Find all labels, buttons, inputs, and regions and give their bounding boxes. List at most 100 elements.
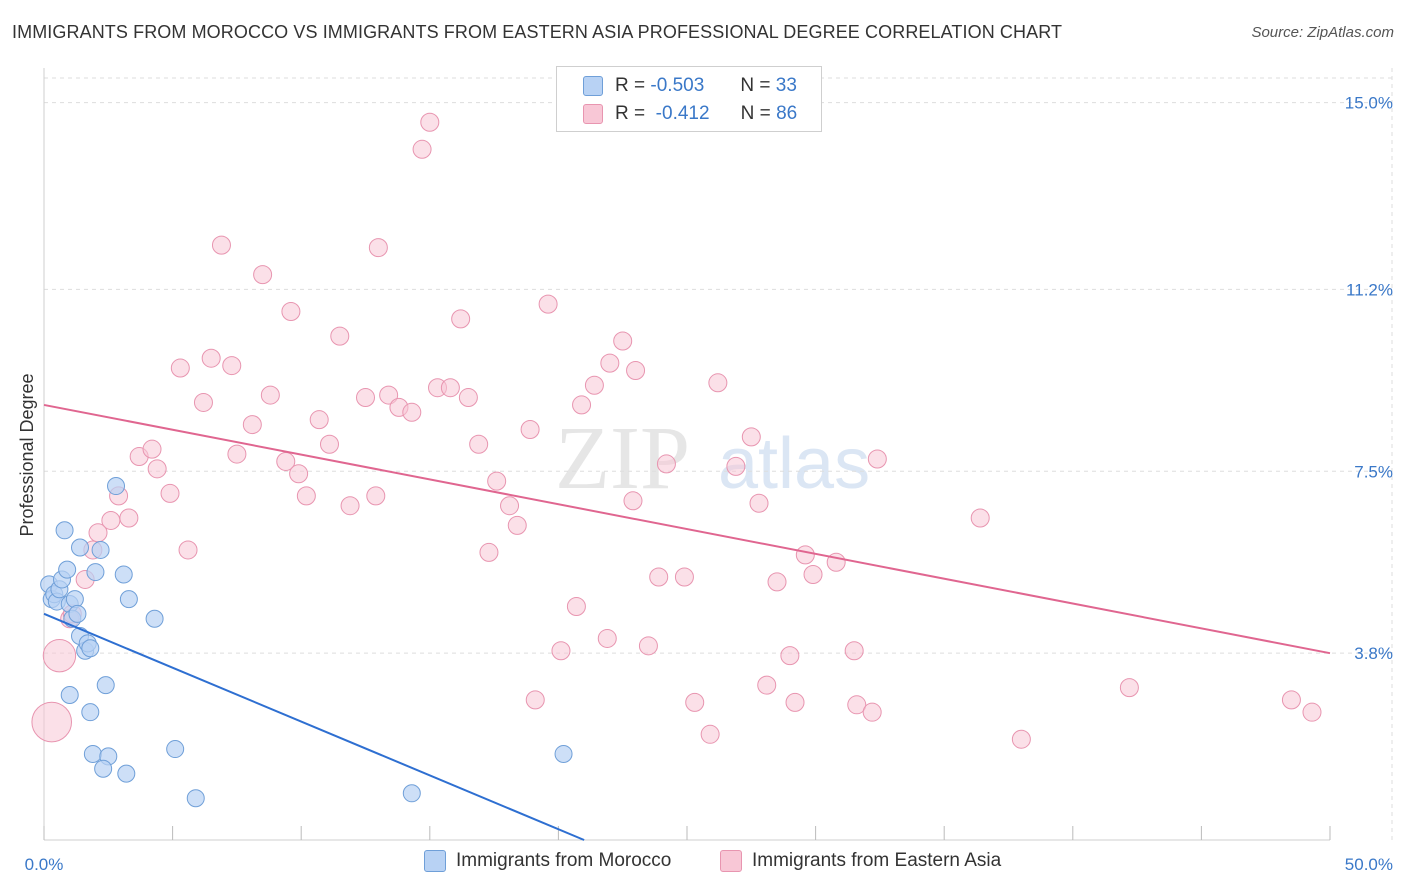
- legend-swatch-eastern-asia: [583, 104, 603, 124]
- point-eastern-asia: [340, 496, 360, 516]
- point-eastern-asia: [142, 439, 162, 459]
- bottom-legend-eastern-asia: Immigrants from Eastern Asia: [720, 850, 1001, 872]
- point-eastern-asia: [170, 358, 190, 378]
- point-eastern-asia: [260, 385, 280, 405]
- point-eastern-asia: [242, 415, 262, 435]
- point-eastern-asia: [330, 326, 350, 346]
- point-eastern-asia: [319, 434, 339, 454]
- point-eastern-asia: [211, 235, 231, 255]
- point-eastern-asia: [726, 456, 746, 476]
- point-eastern-asia: [741, 427, 761, 447]
- bottom-legend-morocco: Immigrants from Morocco: [424, 850, 671, 872]
- point-morocco: [71, 538, 90, 557]
- point-morocco: [402, 784, 421, 803]
- point-eastern-asia: [201, 348, 221, 368]
- point-eastern-asia: [281, 302, 301, 322]
- point-eastern-asia: [469, 434, 489, 454]
- point-eastern-asia: [31, 701, 73, 743]
- point-eastern-asia: [402, 402, 422, 422]
- point-morocco: [55, 521, 74, 540]
- chart-title: IMMIGRANTS FROM MOROCCO VS IMMIGRANTS FR…: [12, 22, 1063, 42]
- point-eastern-asia: [584, 375, 604, 395]
- point-morocco: [81, 639, 100, 658]
- point-morocco: [58, 560, 77, 579]
- point-eastern-asia: [572, 395, 592, 415]
- point-eastern-asia: [551, 641, 571, 661]
- point-eastern-asia: [626, 361, 646, 381]
- y-tick-label: 15.0%: [1345, 94, 1393, 113]
- point-eastern-asia: [507, 515, 527, 535]
- point-eastern-asia: [623, 491, 643, 511]
- legend-r-label: R =: [615, 103, 646, 124]
- point-eastern-asia: [147, 459, 167, 479]
- legend: R = -0.503 N = 33 R = -0.412 N = 86: [556, 66, 822, 132]
- point-eastern-asia: [500, 496, 520, 516]
- point-eastern-asia: [867, 449, 887, 469]
- point-eastern-asia: [708, 373, 728, 393]
- series-eastern-asia-points: [31, 112, 1322, 749]
- y-tick-label: 3.8%: [1354, 644, 1393, 663]
- source-credit: Source: ZipAtlas.com: [1251, 24, 1394, 41]
- point-eastern-asia: [1119, 678, 1139, 698]
- point-eastern-asia: [520, 420, 540, 440]
- point-eastern-asia: [487, 471, 507, 491]
- point-eastern-asia: [970, 508, 990, 528]
- trendline-morocco: [43, 612, 585, 841]
- point-morocco: [65, 590, 84, 609]
- point-eastern-asia: [178, 540, 198, 560]
- point-morocco: [107, 477, 126, 496]
- tick-labels: 3.8% 7.5% 11.2% 15.0% 0.0% 50.0%: [25, 94, 1393, 874]
- point-morocco: [166, 740, 185, 759]
- series-morocco-points: [40, 477, 573, 808]
- point-eastern-asia: [1302, 702, 1322, 722]
- point-eastern-asia: [844, 641, 864, 661]
- legend-n-eastern-asia: 86: [776, 103, 798, 124]
- bottom-legend-label-morocco: Immigrants from Morocco: [456, 850, 672, 871]
- point-eastern-asia: [1281, 690, 1301, 710]
- trendlines: [43, 403, 1331, 841]
- point-eastern-asia: [222, 356, 242, 376]
- x-tick-label-min: 0.0%: [25, 855, 64, 874]
- legend-n-morocco: 33: [775, 75, 797, 96]
- point-eastern-asia: [366, 486, 386, 506]
- point-eastern-asia: [160, 483, 180, 503]
- legend-row-eastern-asia: R = -0.412 N = 86: [583, 102, 797, 126]
- point-eastern-asia: [289, 464, 309, 484]
- legend-n-label: N =: [740, 75, 771, 96]
- legend-swatch-morocco: [583, 76, 603, 96]
- point-morocco: [60, 685, 79, 704]
- bottom-legend-label-eastern-asia: Immigrants from Eastern Asia: [752, 850, 1002, 871]
- point-eastern-asia: [253, 265, 273, 285]
- y-tick-label: 11.2%: [1346, 280, 1393, 299]
- point-eastern-asia: [597, 628, 617, 648]
- legend-row-morocco: R = -0.503 N = 33: [583, 74, 797, 98]
- point-morocco: [114, 565, 133, 584]
- point-eastern-asia: [479, 542, 499, 562]
- point-eastern-asia: [649, 567, 669, 587]
- legend-r-morocco: -0.503: [650, 75, 705, 96]
- point-eastern-asia: [685, 692, 705, 712]
- point-eastern-asia: [420, 112, 440, 132]
- point-morocco: [117, 764, 136, 783]
- legend-n-label: N =: [740, 103, 771, 124]
- point-eastern-asia: [862, 702, 882, 722]
- point-eastern-asia: [847, 695, 867, 715]
- point-eastern-asia: [613, 331, 633, 351]
- point-morocco: [554, 744, 573, 763]
- legend-r-eastern-asia: -0.412: [655, 103, 710, 124]
- point-eastern-asia: [379, 385, 399, 405]
- point-morocco: [86, 563, 105, 582]
- point-eastern-asia: [566, 596, 586, 616]
- point-eastern-asia: [451, 309, 471, 329]
- point-eastern-asia: [412, 139, 432, 159]
- point-eastern-asia: [795, 545, 815, 565]
- bottom-legend-swatch-morocco: [424, 850, 446, 872]
- bottom-legend-swatch-eastern-asia: [720, 850, 742, 872]
- point-eastern-asia: [1011, 729, 1031, 749]
- point-eastern-asia: [785, 692, 805, 712]
- point-eastern-asia: [780, 646, 800, 666]
- point-eastern-asia: [458, 388, 478, 408]
- point-eastern-asia: [600, 353, 620, 373]
- y-tick-label: 7.5%: [1354, 462, 1393, 481]
